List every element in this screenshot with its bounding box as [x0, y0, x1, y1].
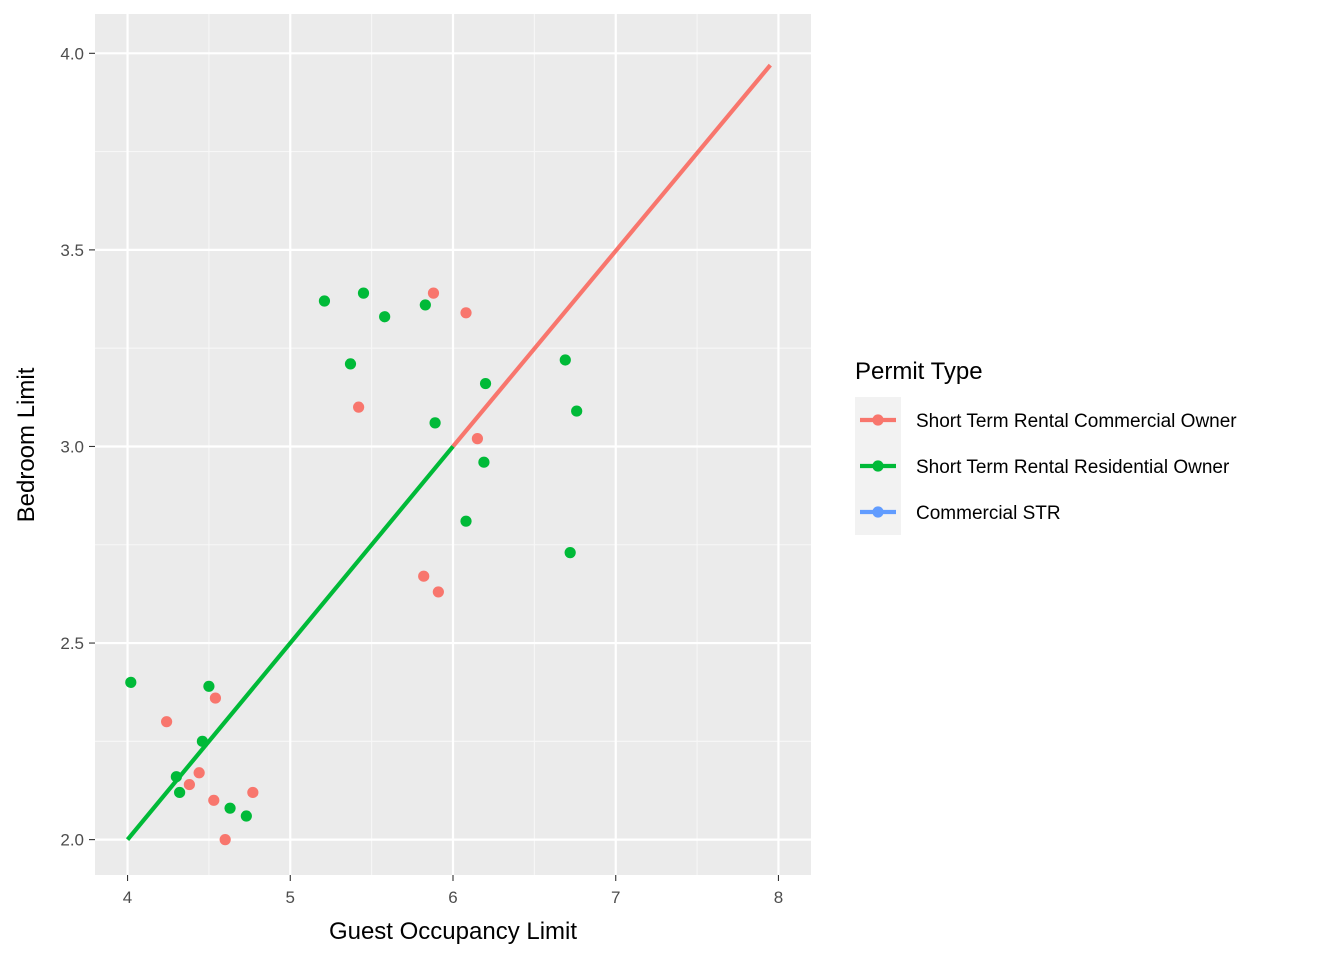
- y-tick-label: 4.0: [60, 44, 84, 63]
- y-tick-label: 3.0: [60, 437, 84, 456]
- data-point: [240, 810, 252, 822]
- data-point: [174, 786, 186, 799]
- data-point: [196, 735, 208, 747]
- data-point: [170, 771, 182, 783]
- data-point: [219, 834, 231, 846]
- data-point: [224, 802, 236, 814]
- data-point: [344, 358, 357, 370]
- data-point: [418, 570, 430, 582]
- y-tick-label: 3.5: [60, 241, 84, 260]
- x-tick-label: 4: [123, 888, 132, 907]
- y-tick-label: 2.0: [60, 831, 84, 850]
- y-axis-ticks: 2.0 2.5 3.0 3.5 4.0: [60, 44, 95, 850]
- data-point: [429, 417, 441, 429]
- data-point: [203, 680, 215, 692]
- legend-title: Permit Type: [855, 358, 983, 385]
- x-tick-label: 8: [774, 888, 783, 907]
- data-point: [318, 295, 331, 307]
- data-point: [427, 287, 440, 299]
- x-tick-label: 6: [448, 888, 457, 907]
- x-tick-label: 5: [286, 888, 295, 907]
- legend-key-point: [872, 506, 884, 518]
- legend-label: Commercial STR: [916, 503, 1061, 524]
- data-point: [353, 401, 365, 413]
- data-point: [460, 307, 472, 319]
- data-point: [419, 299, 431, 311]
- data-point: [183, 778, 195, 791]
- series-fit-line: [125, 445, 455, 841]
- data-point: [559, 354, 571, 366]
- data-point: [125, 676, 137, 688]
- y-axis-title: Bedroom Limit: [13, 367, 40, 522]
- data-point: [571, 405, 583, 417]
- data-point: [564, 547, 576, 559]
- data-point: [161, 716, 173, 728]
- legend-items: Short Term Rental Commercial Owner Short …: [855, 397, 1237, 535]
- x-axis-title: Guest Occupancy Limit: [329, 918, 577, 945]
- data-point: [247, 786, 259, 799]
- data-points: [125, 287, 583, 846]
- series-fit-line: [451, 63, 772, 448]
- data-point: [478, 456, 490, 468]
- y-tick-label: 2.5: [60, 634, 84, 653]
- data-point: [357, 287, 370, 299]
- data-point: [432, 586, 444, 598]
- data-point: [209, 692, 222, 704]
- legend-key-point: [872, 460, 884, 472]
- legend-label: Short Term Rental Commercial Owner: [916, 411, 1237, 432]
- data-point: [460, 515, 472, 527]
- legend-key-point: [872, 414, 884, 426]
- data-point: [479, 377, 492, 390]
- data-point: [208, 794, 220, 806]
- data-point: [193, 767, 205, 779]
- legend: Permit Type Short Term Rental Commercial…: [855, 358, 1237, 535]
- x-tick-label: 7: [611, 888, 620, 907]
- data-point: [379, 311, 391, 323]
- data-point: [471, 433, 484, 445]
- x-axis-ticks: 4 5 6 7 8: [123, 875, 783, 907]
- fit-lines: [125, 63, 772, 841]
- legend-label: Short Term Rental Residential Owner: [916, 457, 1230, 478]
